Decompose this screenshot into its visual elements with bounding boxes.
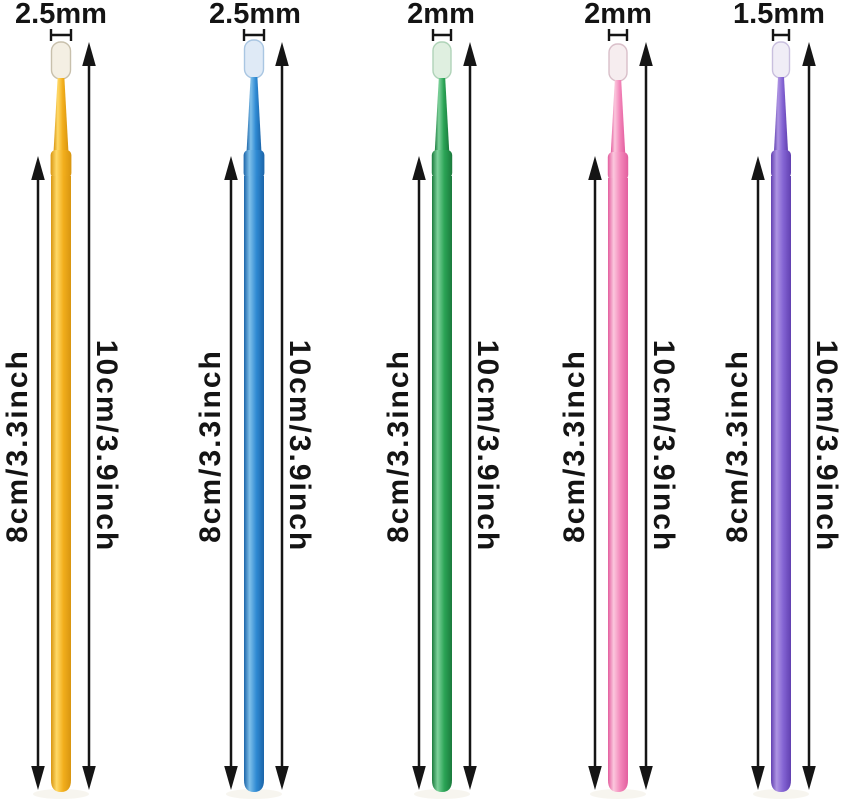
ground-shadow: [753, 789, 809, 799]
brush-tip: [608, 43, 628, 82]
micro-brush-blue: [224, 29, 289, 799]
brush-shaft: [608, 178, 628, 792]
tip-width-label: 2.5mm: [15, 0, 107, 30]
micro-brush-yellow: [31, 29, 96, 799]
shaft-length-label: 8cm/3.3inch: [194, 349, 227, 543]
total-length-arrow: [275, 42, 289, 790]
brush-collar: [243, 150, 265, 178]
total-length-arrow: [82, 42, 96, 790]
tip-width-label: 1.5mm: [733, 0, 825, 30]
tip-width-label: 2mm: [584, 0, 652, 30]
total-length-label: 10cm/3.9inch: [471, 339, 504, 553]
total-length-arrow: [802, 42, 816, 790]
tip-width-bracket: [607, 29, 629, 41]
brush-collar: [607, 152, 629, 180]
brush-neck: [53, 78, 69, 151]
shaft-length-label: 8cm/3.3inch: [558, 349, 591, 543]
total-length-label: 10cm/3.9inch: [283, 339, 316, 553]
brush-neck: [774, 77, 788, 151]
brush-tip: [243, 39, 265, 79]
tip-width-bracket: [431, 29, 453, 41]
tip-width-label: 2mm: [407, 0, 475, 30]
shaft-length-arrow: [588, 156, 602, 790]
micro-brush-green: [412, 29, 477, 799]
brush-tip: [50, 41, 72, 80]
brush-collar: [771, 150, 791, 178]
ground-shadow: [414, 789, 470, 799]
brush-collar: [50, 150, 72, 178]
total-length-arrow: [639, 42, 653, 790]
shaft-length-label: 8cm/3.3inch: [382, 349, 415, 543]
brush-tip: [771, 41, 791, 79]
tip-width-bracket: [49, 29, 73, 41]
ground-shadow: [33, 789, 89, 799]
shaft-length-arrow: [751, 156, 765, 790]
total-length-label: 10cm/3.9inch: [647, 339, 680, 553]
micro-brush-purple: [751, 29, 816, 799]
ground-shadow: [226, 789, 282, 799]
shaft-length-arrow: [224, 156, 238, 790]
brush-neck: [246, 77, 262, 151]
brush-neck: [434, 78, 450, 151]
brush-shaft: [51, 176, 71, 792]
shaft-length-label: 8cm/3.3inch: [721, 349, 754, 543]
micro-brush-pink: [588, 29, 653, 799]
shaft-length-arrow: [412, 156, 426, 790]
ground-shadow: [590, 789, 646, 799]
shaft-length-arrow: [31, 156, 45, 790]
total-length-label: 10cm/3.9inch: [90, 339, 123, 553]
brush-shaft: [432, 176, 452, 792]
brush-shaft: [244, 176, 264, 792]
brush-neck: [610, 80, 626, 153]
brush-tip: [432, 41, 452, 80]
total-length-arrow: [463, 42, 477, 790]
tip-width-label: 2.5mm: [209, 0, 301, 30]
brush-collar: [431, 150, 453, 178]
total-length-label: 10cm/3.9inch: [810, 339, 843, 553]
tip-width-bracket: [771, 29, 791, 41]
shaft-length-label: 8cm/3.3inch: [1, 349, 34, 543]
tip-width-bracket: [242, 29, 266, 41]
brush-shaft: [771, 176, 791, 792]
